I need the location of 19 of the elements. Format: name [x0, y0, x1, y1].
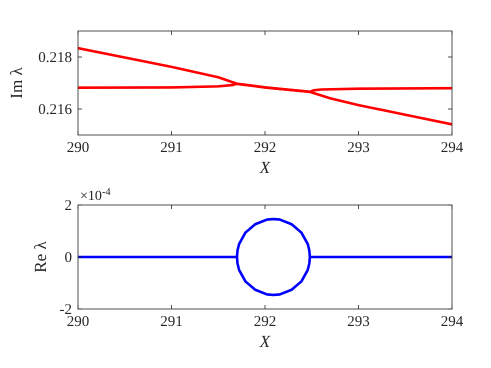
- text: ×10$^{-4}$: [80, 186, 112, 204]
- y-tick-label: 0.218: [38, 50, 72, 66]
- x-axis-title: X: [258, 158, 271, 177]
- x-tick-label: 291: [160, 140, 183, 156]
- x-tick-label: 293: [347, 314, 370, 330]
- x-tick-label: 292: [254, 140, 276, 156]
- x-tick-label: 290: [66, 314, 90, 330]
- x-axis-title: X: [258, 332, 271, 351]
- y-axis-title: Im λ: [7, 66, 26, 99]
- y-tick-label: 2: [64, 198, 72, 214]
- x-tick-label: 294: [440, 140, 464, 156]
- x-tick-label: 291: [160, 314, 183, 330]
- y-tick-label: 0: [64, 250, 72, 266]
- x-tick-label: 292: [254, 314, 276, 330]
- y-tick-label: 0.216: [38, 102, 72, 118]
- x-tick-label: 290: [66, 140, 90, 156]
- y-axis-title: Re λ: [31, 240, 50, 273]
- x-tick-label: 293: [347, 140, 370, 156]
- x-tick-label: 294: [440, 314, 464, 330]
